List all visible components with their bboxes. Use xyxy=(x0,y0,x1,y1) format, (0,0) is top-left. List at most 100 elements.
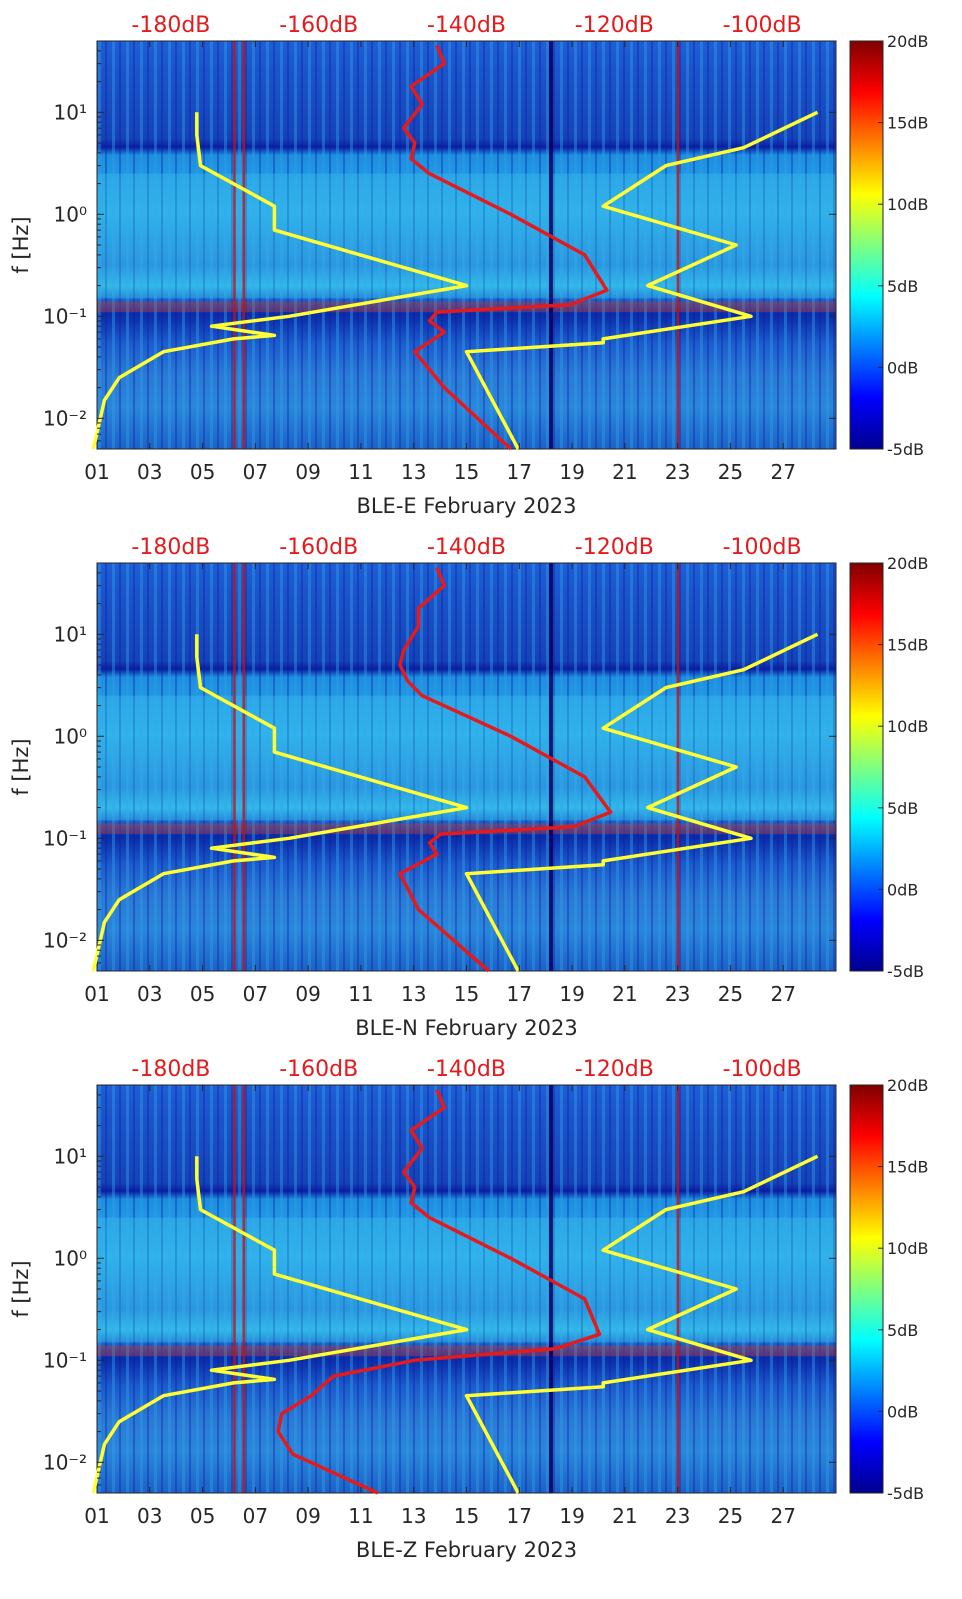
x-tick-label: 21 xyxy=(612,460,637,484)
x-tick-label: 19 xyxy=(559,460,584,484)
spectrogram-texture xyxy=(97,1085,836,1493)
colorbar-tick-label: -5dB xyxy=(887,440,924,459)
top-db-label: -180dB xyxy=(131,13,210,38)
colorbar-tick-label: 15dB xyxy=(887,636,929,655)
microseism-band xyxy=(97,1217,836,1343)
spectrogram-texture xyxy=(97,563,836,971)
x-axis-label: BLE-N February 2023 xyxy=(355,1016,578,1040)
x-tick-label: 11 xyxy=(348,1504,373,1528)
hot-band xyxy=(97,301,836,313)
colorbar-tick-label: 5dB xyxy=(887,1321,918,1340)
top-db-label: -160dB xyxy=(279,1057,358,1082)
x-tick-label: 17 xyxy=(507,460,532,484)
x-tick-label: 13 xyxy=(401,1504,426,1528)
top-db-label: -100dB xyxy=(723,1057,802,1082)
x-tick-label: 05 xyxy=(190,982,215,1006)
event-line xyxy=(233,563,236,971)
x-tick-label: 09 xyxy=(295,982,320,1006)
colorbar-tick-label: -5dB xyxy=(887,962,924,981)
x-tick-label: 15 xyxy=(454,1504,479,1528)
x-tick-label: 01 xyxy=(84,1504,109,1528)
y-tick-label: 10⁻¹ xyxy=(43,826,87,850)
data-gap-line xyxy=(548,41,553,449)
x-tick-label: 11 xyxy=(348,460,373,484)
top-db-label: -120dB xyxy=(575,13,654,38)
top-db-label: -160dB xyxy=(279,535,358,560)
microseism-band xyxy=(97,173,836,299)
data-gap-line xyxy=(548,1085,553,1493)
x-tick-label: 05 xyxy=(190,460,215,484)
colorbar-tick-label: -5dB xyxy=(887,1484,924,1503)
x-tick-label: 23 xyxy=(665,982,690,1006)
x-tick-label: 25 xyxy=(718,1504,743,1528)
top-db-label: -100dB xyxy=(723,13,802,38)
event-line xyxy=(242,1085,245,1493)
x-tick-label: 25 xyxy=(718,982,743,1006)
y-tick-label: 10⁰ xyxy=(54,724,87,748)
top-db-label: -180dB xyxy=(131,1057,210,1082)
x-tick-label: 25 xyxy=(718,460,743,484)
x-tick-label: 23 xyxy=(665,1504,690,1528)
event-line xyxy=(676,1085,680,1493)
event-line xyxy=(676,563,680,971)
y-tick-label: 10⁻² xyxy=(43,406,87,430)
event-line xyxy=(676,41,680,449)
chart-panel: 01 03 05 07 09 11 13 15 17 19 21 23 25 27 10⁻² 10⁻¹ 10⁰ 1… xyxy=(9,13,929,518)
colorbar-tick-label: 20dB xyxy=(887,1076,929,1095)
x-tick-label: 17 xyxy=(507,1504,532,1528)
x-tick-label: 15 xyxy=(454,982,479,1006)
colorbar-tick-label: 10dB xyxy=(887,717,929,736)
colorbar-tick-label: 10dB xyxy=(887,1239,929,1258)
x-tick-label: 21 xyxy=(612,982,637,1006)
x-tick-label: 07 xyxy=(243,982,268,1006)
event-line xyxy=(233,41,236,449)
yellow-model-curve xyxy=(464,110,819,450)
x-tick-label: 11 xyxy=(348,982,373,1006)
top-db-label: -140dB xyxy=(427,13,506,38)
x-tick-label: 15 xyxy=(454,460,479,484)
chart-panel: 01 03 05 07 09 11 13 15 17 19 21 23 25 27 10⁻² 10⁻¹ 10⁰ 1… xyxy=(9,1057,929,1562)
x-tick-label: 07 xyxy=(243,1504,268,1528)
spectrogram-texture xyxy=(97,41,836,449)
x-tick-label: 03 xyxy=(137,982,162,1006)
top-db-label: -120dB xyxy=(575,535,654,560)
y-tick-label: 10⁻¹ xyxy=(43,304,87,328)
top-db-label: -140dB xyxy=(427,535,506,560)
hot-band xyxy=(97,1345,836,1357)
event-line xyxy=(233,1085,236,1493)
colorbar-tick-label: 5dB xyxy=(887,277,918,296)
colorbar xyxy=(849,1084,884,1494)
x-tick-label: 19 xyxy=(559,1504,584,1528)
x-tick-label: 09 xyxy=(295,460,320,484)
red-noise-curve xyxy=(398,567,613,973)
x-tick-label: 27 xyxy=(770,460,795,484)
colorbar-tick-label: 15dB xyxy=(887,1158,929,1177)
yellow-model-curve xyxy=(91,112,469,450)
top-db-label: -100dB xyxy=(723,535,802,560)
top-db-label: -120dB xyxy=(575,1057,654,1082)
data-gap-line xyxy=(548,563,553,971)
red-noise-curve xyxy=(276,1089,602,1495)
x-tick-label: 01 xyxy=(84,982,109,1006)
x-tick-label: 17 xyxy=(507,982,532,1006)
x-tick-label: 27 xyxy=(770,982,795,1006)
x-axis-label: BLE-Z February 2023 xyxy=(356,1538,577,1562)
y-axis-label: f [Hz] xyxy=(9,738,33,795)
y-axis-label: f [Hz] xyxy=(9,216,33,273)
colorbar xyxy=(849,40,884,450)
x-tick-label: 09 xyxy=(295,1504,320,1528)
y-tick-label: 10⁻¹ xyxy=(43,1348,87,1372)
event-line xyxy=(242,41,245,449)
y-tick-label: 10⁻² xyxy=(43,928,87,952)
x-tick-label: 13 xyxy=(401,982,426,1006)
hot-band xyxy=(97,823,836,835)
y-tick-label: 10¹ xyxy=(54,100,87,124)
x-tick-label: 19 xyxy=(559,982,584,1006)
yellow-model-curve xyxy=(464,1154,819,1494)
x-tick-label: 21 xyxy=(612,1504,637,1528)
x-tick-label: 03 xyxy=(137,460,162,484)
x-tick-label: 23 xyxy=(665,460,690,484)
colorbar-tick-label: 5dB xyxy=(887,799,918,818)
x-tick-label: 07 xyxy=(243,460,268,484)
colorbar-tick-label: 15dB xyxy=(887,114,929,133)
